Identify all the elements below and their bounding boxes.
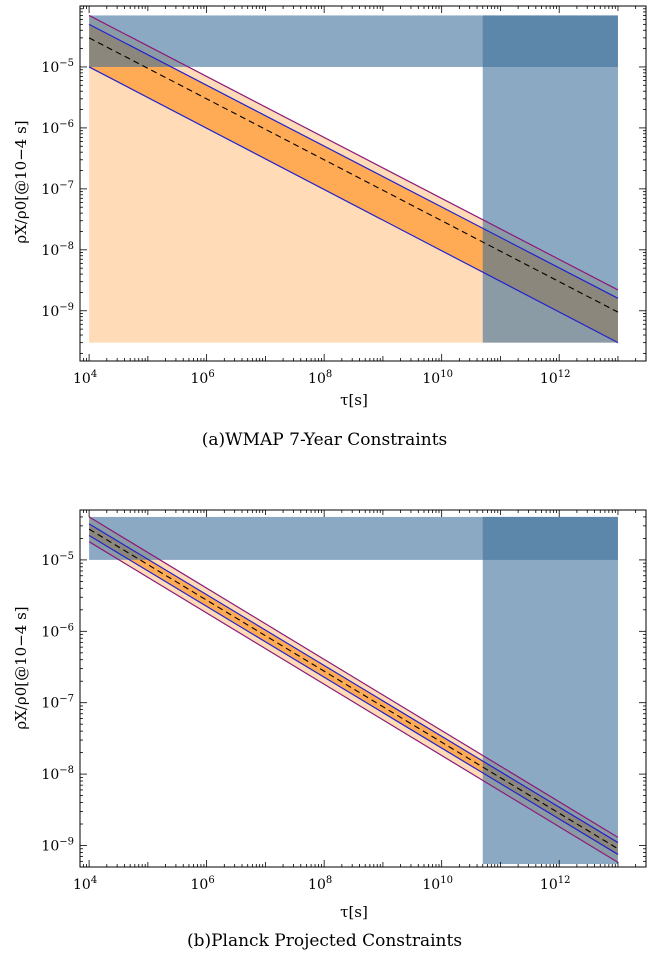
y-axis-label-a: ρX/ρ0[@10−4 s] [12, 120, 30, 243]
x-tick-label-b: 106 [191, 875, 215, 893]
series-line-a-3 [88, 14, 619, 291]
x-tick-label-b: 108 [308, 875, 332, 893]
excluded-region-b-1 [482, 516, 618, 865]
x-tick-label-b: 104 [73, 875, 97, 893]
y-tick-label-b: 10−6 [41, 622, 74, 640]
series-line-a-1 [88, 23, 619, 299]
excluded-region-a-1 [482, 15, 618, 343]
series-line-b-3 [88, 516, 619, 838]
series-line-b-0 [88, 528, 619, 850]
caption-b: (b)Planck Projected Constraints [186, 931, 463, 951]
y-tick-label-b: 10−8 [41, 765, 74, 783]
plot-area-b: 104 106 108 1010 1012 10−9 10−8 10−7 10−6 10−5 [41, 509, 647, 893]
series-line-b-4 [88, 541, 619, 863]
plot-frame-a [79, 5, 647, 362]
y-tick-label-a: 10−8 [41, 241, 74, 259]
y-axis-label-b: ρX/ρ0[@10−4 s] [12, 606, 30, 729]
y-tick-label-a: 10−6 [41, 119, 74, 137]
chart-planck: 104 106 108 1010 1012 10−9 10−8 10−7 10−6 10−5 τ[… [12, 509, 647, 921]
series-line-b-2 [88, 534, 619, 855]
plot-content-a [88, 14, 619, 344]
x-tick-label-a: 1010 [422, 369, 453, 387]
y-tick-label-a: 10−7 [41, 180, 74, 198]
series-line-a-2 [88, 66, 619, 344]
x-axis-label-a: τ[s] [340, 391, 368, 409]
x-tick-label-b: 1012 [540, 875, 571, 893]
x-tick-label-a: 104 [73, 369, 97, 387]
plot-area-a: 104 106 108 1010 1012 10−9 10−8 10−7 10−6 10−5 [41, 5, 647, 387]
y-tick-label-a: 10−5 [41, 58, 74, 76]
chart-wmap: 104 106 108 1010 1012 10−9 10−8 10−7 10−6 10−5 τ[… [12, 5, 647, 409]
x-tick-label-a: 106 [191, 369, 215, 387]
y-tick-label-b: 10−9 [41, 837, 74, 855]
y-tick-label-b: 10−7 [41, 694, 74, 712]
caption-a: (a)WMAP 7-Year Constraints [201, 430, 448, 450]
y-tick-label-b: 10−5 [41, 551, 74, 569]
y-tick-label-a: 10−9 [41, 302, 74, 320]
x-tick-label-a: 108 [308, 369, 332, 387]
plot-frame-b [79, 509, 647, 868]
series-line-b-1 [88, 523, 619, 844]
x-axis-label-b: τ[s] [340, 903, 368, 921]
x-tick-label-a: 1012 [540, 369, 571, 387]
plot-content-b [88, 516, 619, 865]
x-tick-label-b: 1010 [422, 875, 453, 893]
